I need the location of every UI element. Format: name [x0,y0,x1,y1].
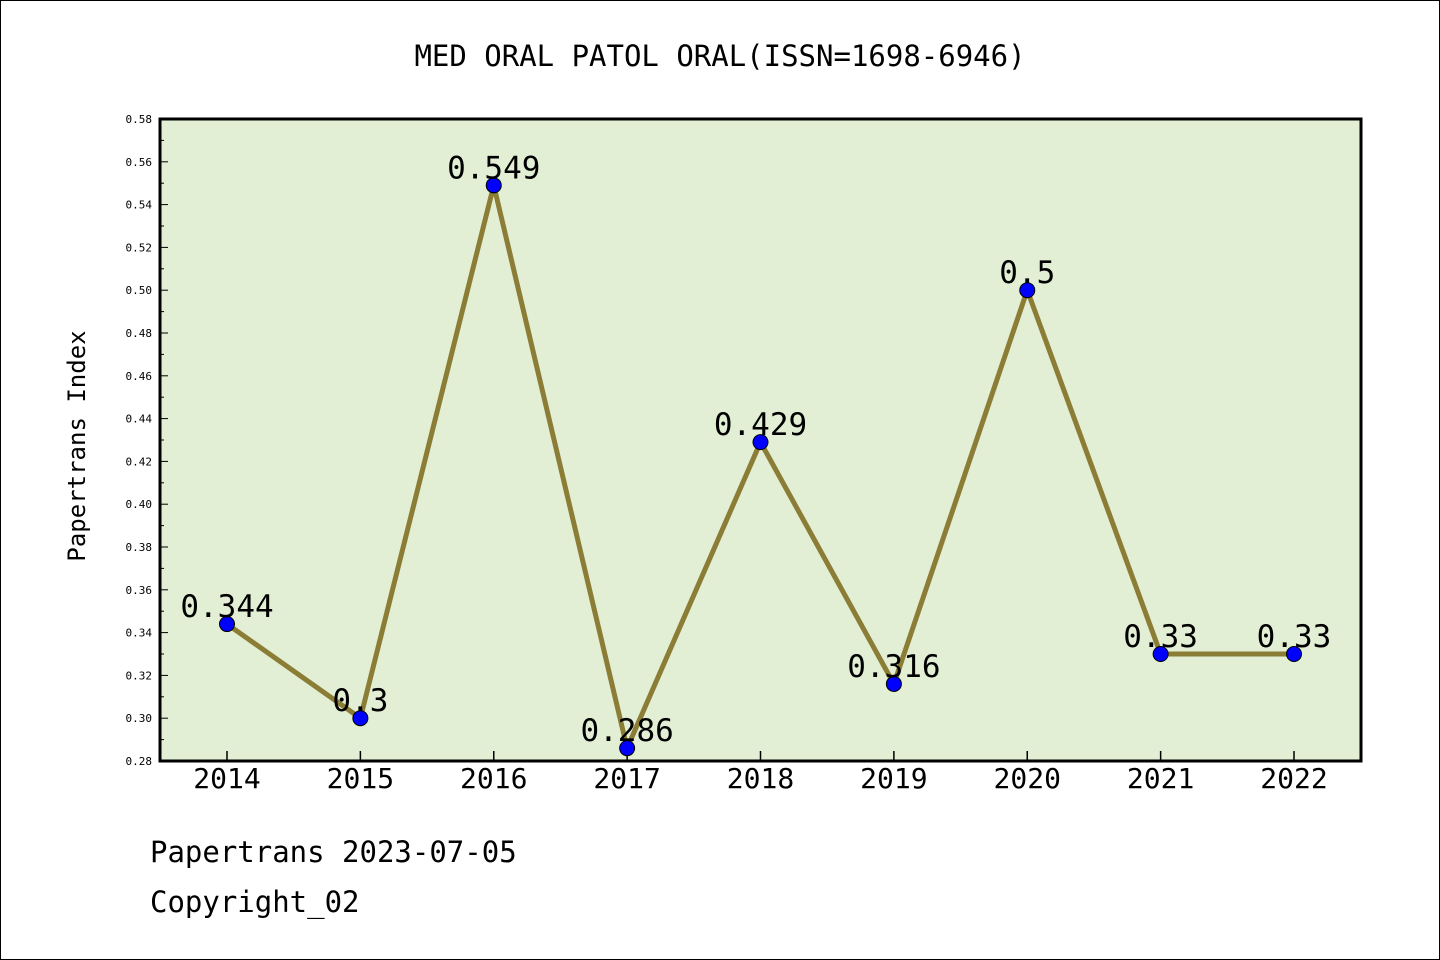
x-tick-label: 2021 [1127,762,1194,795]
y-axis: 0.28 0.30 0.32 0.34 0.36 0.38 0.40 0.42 0.44 0.46… [126,113,168,768]
data-point [885,675,902,692]
data-label: 0.3 [332,683,388,719]
data-label: 0.549 [447,150,540,186]
y-tick-label: 0.38 [126,541,153,554]
y-tick-label: 0.28 [126,755,153,768]
data-label: 0.286 [580,713,673,749]
data-label: 0.316 [847,649,940,685]
y-axis-label: Papertrans Index [63,330,91,561]
y-tick-label: 0.32 [126,669,153,682]
data-point [485,177,502,194]
y-tick-label: 0.30 [126,712,153,725]
x-tick-label: 2015 [327,762,394,795]
footer-copyright: Copyright_02 [150,885,360,919]
series-points-group [219,177,1302,757]
y-tick-label: 0.56 [126,156,153,169]
data-label: 0.33 [1257,619,1332,655]
data-label: 0.5 [999,255,1055,291]
data-label: 0.344 [180,589,273,625]
data-point [1019,282,1036,299]
x-tick-label: 2017 [593,762,660,795]
y-tick-label: 0.34 [126,627,153,640]
data-point [352,710,369,727]
y-tick-label: 0.58 [126,113,153,126]
x-tick-label: 2016 [460,762,527,795]
x-tick-label: 2022 [1260,762,1327,795]
x-tick-label: 2019 [860,762,927,795]
y-tick-label: 0.54 [126,199,153,212]
footer-date: Papertrans 2023-07-05 [150,835,517,869]
x-axis: 2014 2015 2016 2017 2018 2019 2020 2021 2022 [193,751,1328,795]
chart-title: MED ORAL PATOL ORAL(ISSN=1698-6946) [414,39,1025,73]
y-tick-label: 0.48 [126,327,153,340]
x-tick-label: 2014 [193,762,260,795]
y-tick-label: 0.50 [126,284,153,297]
x-tick-label: 2018 [727,762,794,795]
y-tick-label: 0.46 [126,370,153,383]
y-tick-label: 0.44 [126,413,153,426]
data-point [1152,646,1169,662]
data-point [219,616,235,633]
y-tick-label: 0.52 [126,241,153,254]
data-point [619,740,636,757]
data-labels-group: 0.344 0.3 0.549 0.286 0.429 0.316 0.5 0.33 0.33 [180,150,1331,749]
y-tick-label: 0.40 [126,498,153,511]
data-label: 0.429 [714,407,807,443]
data-label: 0.33 [1123,619,1198,655]
y-tick-label: 0.36 [126,584,153,597]
x-tick-label: 2020 [994,762,1061,795]
data-point [1286,646,1302,662]
data-point [752,434,769,451]
y-tick-label: 0.42 [126,455,153,468]
